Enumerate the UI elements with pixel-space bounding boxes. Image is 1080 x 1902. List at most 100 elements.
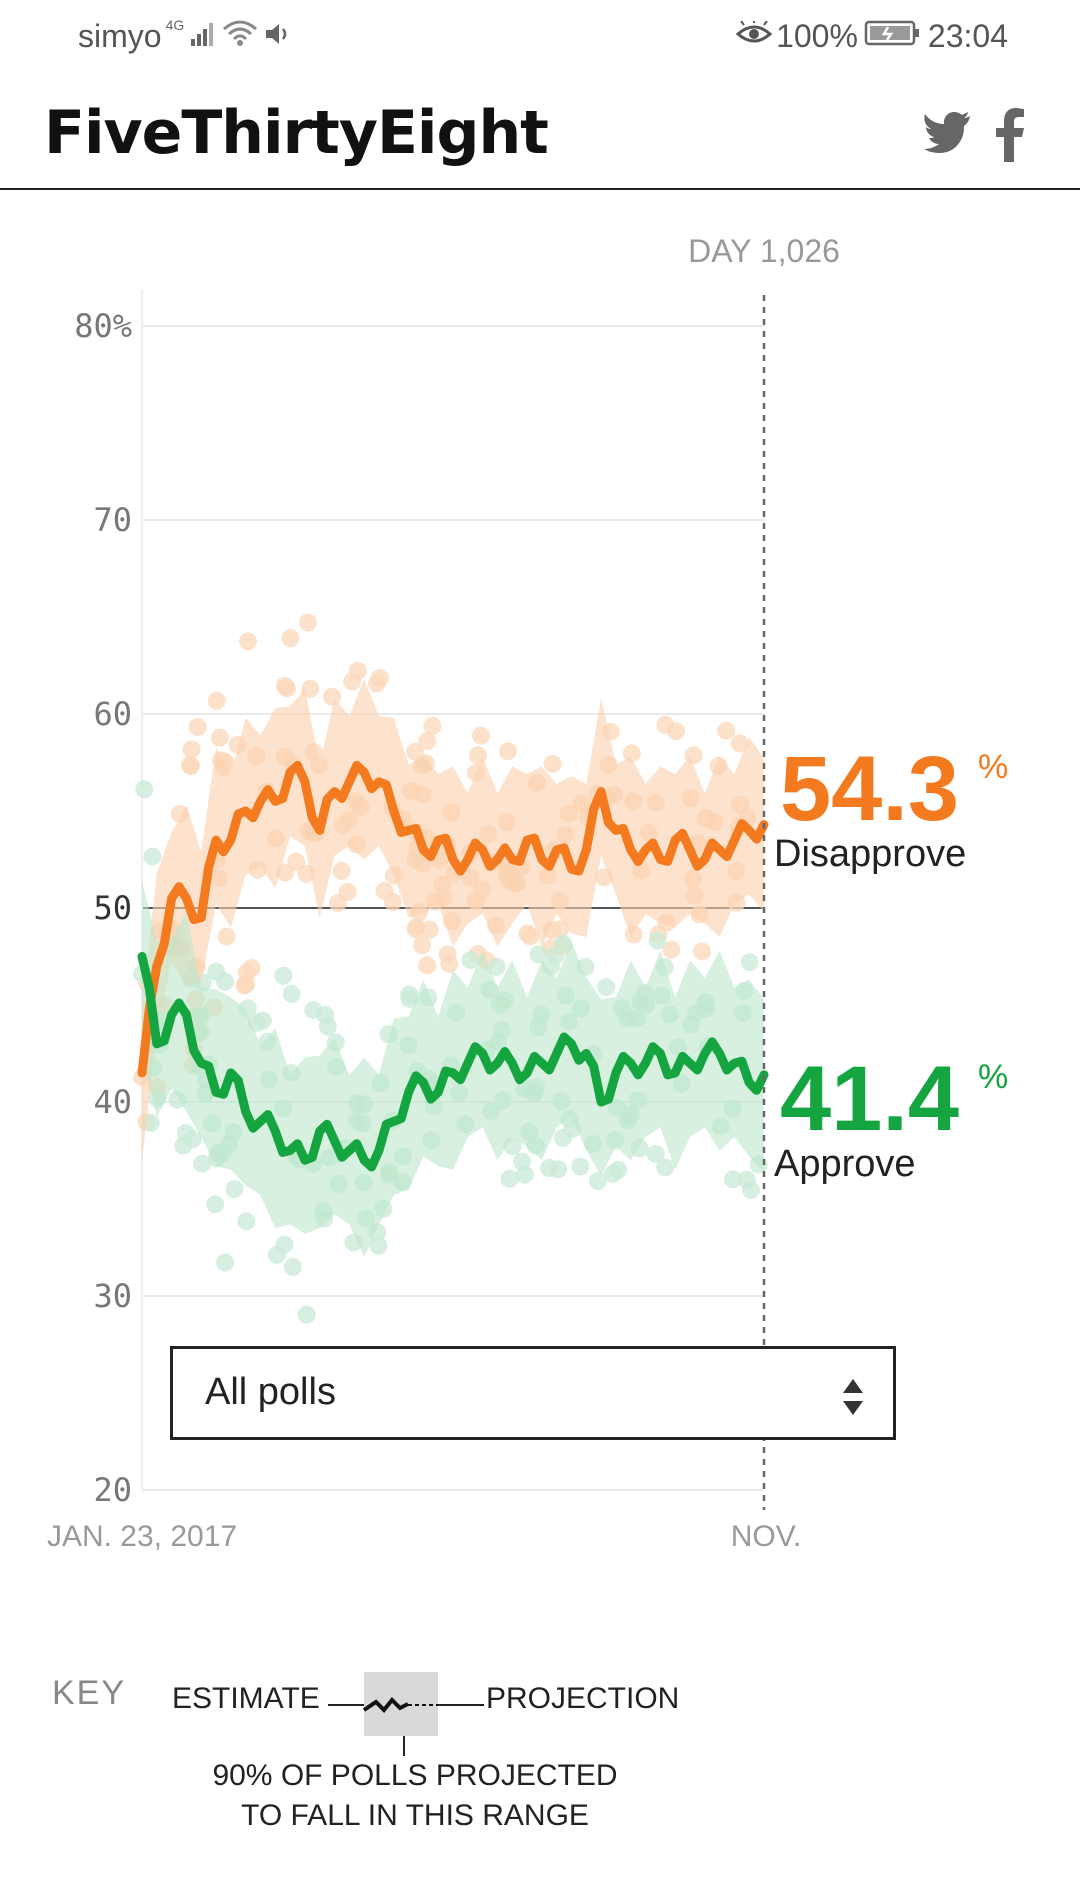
poll-dot (282, 984, 301, 1003)
approve-percent-sign: % (978, 1058, 1008, 1096)
network-type: 4G (165, 16, 185, 33)
poll-dot (543, 754, 562, 773)
signal-icon (190, 18, 216, 55)
poll-dot (375, 881, 394, 900)
poll-filter-select[interactable]: All polls (170, 1346, 896, 1440)
carrier-name: simyo (78, 18, 162, 54)
poll-dot (500, 1169, 519, 1188)
brand-logo[interactable]: FiveThirtyEight (44, 98, 549, 168)
status-bar: simyo 4G 100% 23:04 (0, 0, 1080, 80)
disapprove-line (137, 760, 769, 1078)
key-range-line-2: TO FALL IN THIS RANGE (241, 1799, 589, 1832)
x-tick-start: JAN. 23, 2017 (47, 1520, 237, 1553)
poll-dot (622, 744, 641, 763)
site-header: FiveThirtyEight (0, 84, 1080, 190)
poll-dot (662, 940, 681, 959)
poll-dot (588, 1172, 607, 1191)
poll-dot (646, 1144, 665, 1163)
poll-filter-value: All polls (205, 1371, 336, 1413)
poll-dot (338, 882, 357, 901)
poll-dot (723, 1170, 742, 1189)
battery-icon (864, 18, 922, 55)
disapprove-range-band (142, 679, 764, 1161)
approve-label: Approve (774, 1143, 916, 1185)
clock: 23:04 (927, 18, 1008, 54)
poll-dot (413, 936, 432, 955)
poll-dot (236, 975, 255, 994)
poll-dot (332, 861, 351, 880)
poll-dot (182, 740, 201, 759)
poll-dot (692, 942, 711, 961)
poll-dot (418, 732, 437, 751)
key-projection-label: PROJECTION (486, 1682, 680, 1715)
x-tick-end: NOV. (731, 1520, 802, 1553)
poll-dot (283, 1258, 302, 1277)
y-tick-label: 60 (93, 695, 132, 733)
poll-dot (423, 716, 442, 735)
twitter-icon[interactable] (922, 110, 972, 160)
disapprove-value: 54.3 (780, 738, 959, 840)
poll-dot (180, 756, 199, 775)
y-tick-label: 50 (93, 889, 132, 927)
poll-dot (498, 742, 517, 761)
y-tick-label: 40 (93, 1083, 132, 1121)
y-tick-label: 70 (93, 501, 132, 539)
poll-dot (461, 951, 480, 970)
poll-dot (274, 966, 293, 985)
poll-dot (656, 715, 675, 734)
poll-dot (287, 852, 306, 871)
poll-dot (571, 1157, 590, 1176)
poll-dot (207, 691, 226, 710)
select-arrows-icon (841, 1377, 865, 1422)
key-title: KEY (52, 1674, 127, 1712)
poll-dot (518, 924, 537, 943)
poll-dot (304, 1000, 323, 1019)
poll-dot (554, 934, 573, 953)
key-legend-graphic (328, 1672, 484, 1756)
poll-dot (217, 927, 236, 946)
poll-dot (348, 661, 367, 680)
poll-dot (656, 1158, 675, 1177)
poll-dot (277, 679, 296, 698)
day-label: DAY 1,026 (688, 233, 840, 269)
key-range-line-1: 90% OF POLLS PROJECTED (212, 1759, 618, 1792)
poll-dot (206, 1195, 225, 1214)
poll-dot (420, 920, 439, 939)
poll-dot (472, 726, 491, 745)
poll-dot (188, 717, 207, 736)
poll-dot (298, 613, 317, 632)
poll-dot (210, 728, 229, 747)
disapprove-percent-sign: % (978, 748, 1008, 786)
disapprove-label: Disapprove (774, 833, 966, 875)
poll-dot (237, 1212, 256, 1231)
key-range-caption: 90% OF POLLS PROJECTED TO FALL IN THIS R… (200, 1756, 630, 1836)
poll-dot (400, 985, 419, 1004)
poll-dot (740, 953, 759, 972)
y-tick-label: 80% (74, 307, 132, 345)
poll-dot (609, 1160, 628, 1179)
approve-line (137, 952, 769, 1172)
poll-dot (513, 1152, 532, 1171)
poll-dot (405, 742, 424, 761)
poll-dot (597, 978, 616, 997)
poll-dot (487, 957, 506, 976)
approve-value: 41.4 (780, 1048, 959, 1150)
poll-dot (174, 1136, 193, 1155)
poll-dot (135, 780, 154, 799)
poll-dot (297, 1305, 316, 1324)
poll-dot (730, 734, 749, 753)
poll-dot (193, 1154, 212, 1173)
facebook-icon[interactable] (988, 106, 1028, 162)
poll-dot (737, 1170, 756, 1189)
chart-key: KEY ESTIMATE PROJECTION 90% OF POLLS PRO… (0, 1650, 1080, 1850)
poll-dot (407, 917, 426, 936)
poll-dot (225, 1180, 244, 1199)
battery-percent: 100% (776, 18, 858, 54)
poll-dot (717, 721, 736, 740)
wifi-icon (222, 18, 258, 55)
eye-comfort-icon (735, 18, 773, 55)
poll-dot (216, 972, 235, 991)
poll-dot (418, 956, 437, 975)
poll-dot (267, 1245, 286, 1264)
